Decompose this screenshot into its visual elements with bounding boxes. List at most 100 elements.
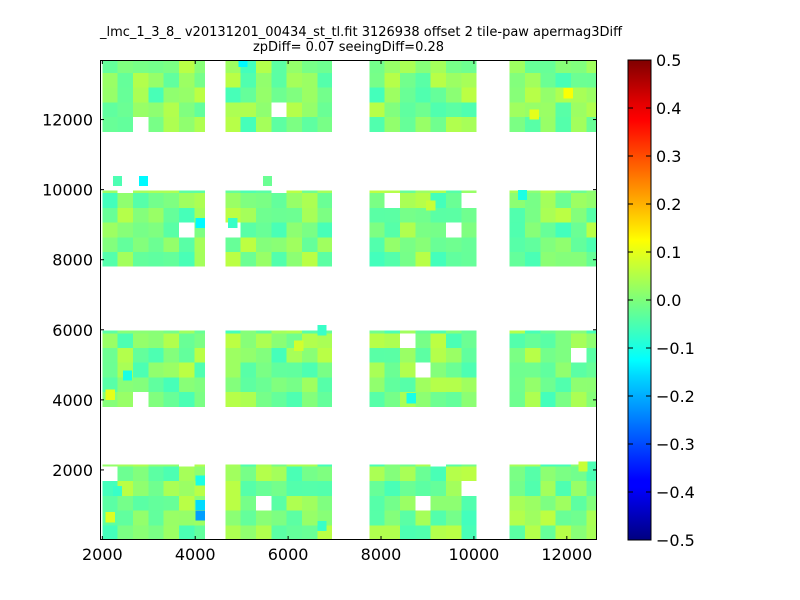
heatmap-cell <box>256 72 272 88</box>
heatmap-cell <box>117 510 133 526</box>
heatmap-cell <box>163 72 179 88</box>
heatmap-cell <box>102 190 118 194</box>
heatmap-cell <box>415 481 431 496</box>
heatmap-cell <box>369 237 385 252</box>
heatmap-cell <box>555 525 571 540</box>
heatmap-cell <box>509 377 526 393</box>
heatmap-cell <box>256 392 272 407</box>
heatmap-cell <box>430 495 447 511</box>
colorbar-tick-label: −0.5 <box>656 531 695 550</box>
heatmap-cell <box>461 102 477 118</box>
heatmap-cell <box>225 362 241 378</box>
heatmap-cell <box>570 495 587 511</box>
x-tick-label: 8000 <box>361 545 402 564</box>
heatmap-cell <box>117 207 133 223</box>
heatmap-cell <box>102 72 118 88</box>
heatmap-cell <box>271 377 287 393</box>
heatmap-cell <box>384 495 401 511</box>
heatmap-cell <box>148 190 164 194</box>
heatmap-cell <box>525 525 541 540</box>
heatmap-cell <box>271 222 287 238</box>
heatmap-cell <box>400 102 416 118</box>
heatmap-cell <box>384 330 401 334</box>
heatmap-cell <box>555 510 571 526</box>
heatmap-cell <box>509 87 526 103</box>
heatmap-cell <box>509 252 526 267</box>
heatmap-cell <box>525 190 541 194</box>
heatmap-cell <box>430 333 447 348</box>
heatmap-cell <box>302 330 318 334</box>
heatmap-cell <box>509 207 526 223</box>
chart-title: _lmc_1_3_8_ v20131201_00434_st_tl.fit 31… <box>100 25 623 40</box>
heatmap-cell <box>555 60 571 73</box>
heatmap-cell <box>256 510 272 526</box>
heatmap-cell <box>263 175 273 187</box>
heatmap-cell <box>446 510 462 526</box>
heatmap-cell <box>430 222 447 238</box>
heatmap-cell <box>271 72 287 88</box>
heatmap-cell <box>570 207 587 223</box>
heatmap-cell <box>369 252 385 267</box>
heatmap-cell <box>525 237 541 252</box>
heatmap-cell <box>369 190 385 194</box>
heatmap-cell <box>225 190 241 194</box>
heatmap-cell <box>302 207 318 223</box>
heatmap-cell <box>302 193 318 208</box>
heatmap-cell <box>178 362 195 378</box>
heatmap-cell <box>178 237 195 252</box>
heatmap-cell <box>446 362 462 378</box>
heatmap-cell <box>415 102 431 118</box>
heatmap-cell <box>240 377 257 393</box>
heatmap-cell <box>555 72 571 88</box>
heatmap-cell <box>148 72 164 88</box>
heatmap-cell <box>555 193 571 208</box>
heatmap-cell <box>317 377 332 393</box>
heatmap-cell <box>271 252 287 267</box>
heatmap-cell <box>163 330 179 334</box>
heatmap-cell <box>302 392 318 407</box>
heatmap-cell <box>194 330 205 334</box>
heatmap-cell <box>369 222 385 238</box>
heatmap-cell <box>178 117 195 132</box>
colorbar-tick-label: −0.2 <box>656 387 695 406</box>
heatmap-cell <box>525 207 541 223</box>
heatmap-cell <box>430 392 447 407</box>
heatmap-cell <box>570 392 587 407</box>
heatmap-cell <box>132 252 149 267</box>
heatmap-cell <box>102 193 118 208</box>
heatmap-cell <box>317 72 332 88</box>
heatmap-cell <box>178 102 195 118</box>
heatmap-cell <box>225 87 241 103</box>
heatmap-cell <box>446 330 462 334</box>
heatmap-cell <box>302 495 318 511</box>
heatmap-cell <box>317 348 332 363</box>
heatmap-cell <box>225 392 241 407</box>
heatmap-cell <box>225 377 241 393</box>
heatmap-cell <box>302 464 318 467</box>
colorbar-tick-label: 0.1 <box>656 243 681 262</box>
heatmap-cell <box>194 348 205 363</box>
heatmap-cell <box>430 348 447 363</box>
heatmap-cell <box>225 193 241 208</box>
heatmap-cell <box>317 520 327 532</box>
x-tick-label: 2000 <box>82 545 123 564</box>
heatmap-cell <box>148 377 164 393</box>
heatmap-cell <box>540 464 556 467</box>
heatmap-cell <box>286 193 303 208</box>
heatmap-cell <box>132 481 149 496</box>
heatmap-cell <box>132 525 149 540</box>
heatmap-cell <box>102 117 118 132</box>
colorbar-tick-label: −0.1 <box>656 339 695 358</box>
heatmap-cell <box>225 464 241 467</box>
heatmap-cell <box>225 252 241 267</box>
heatmap-cell <box>555 481 571 496</box>
heatmap-cell <box>271 510 287 526</box>
colorbar-tick-label: 0.2 <box>656 195 681 214</box>
heatmap-cell <box>286 481 303 496</box>
heatmap-cell <box>194 87 205 103</box>
heatmap-cell <box>117 60 133 73</box>
x-tick-label: 10000 <box>448 545 499 564</box>
heatmap-cell <box>117 495 133 511</box>
heatmap-cell <box>446 377 462 393</box>
heatmap-cell <box>117 222 133 238</box>
